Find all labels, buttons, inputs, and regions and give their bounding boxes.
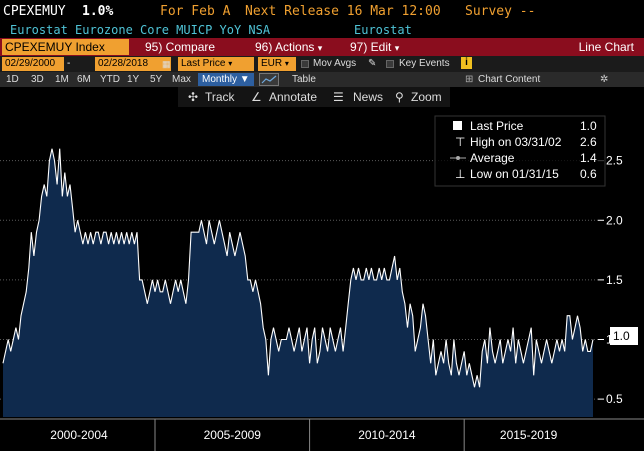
chevron-down-icon: ▾ xyxy=(284,59,289,68)
legend-low-icon: ⊥ xyxy=(455,167,465,181)
annotate-button[interactable]: Annotate xyxy=(269,90,318,104)
legend-average-label: Average xyxy=(470,151,515,165)
chart-tools: ✣ Track ∠ Annotate ☰ News ⚲ Zoom xyxy=(178,87,450,107)
field-selector[interactable]: Last Price ▾ xyxy=(178,57,254,71)
key-events-label: Key Events xyxy=(399,58,450,69)
chevron-down-icon: ▾ xyxy=(317,43,323,53)
tf-max[interactable]: Max xyxy=(172,74,191,85)
legend-high-label: High on 03/31/02 xyxy=(470,135,562,149)
x-period-label: 2015-2019 xyxy=(500,428,558,442)
current-value-label: 1.0 xyxy=(613,329,630,343)
y-tick-label: 2.5 xyxy=(606,154,623,168)
zoom-button[interactable]: Zoom xyxy=(411,90,442,104)
ticker-label: CPEXEMUY xyxy=(3,4,66,19)
period-label: For Feb A xyxy=(160,4,231,19)
date-separator: - xyxy=(67,58,71,69)
x-period-label: 2005-2009 xyxy=(204,428,262,442)
actions-button[interactable]: 96) Actions ▾ xyxy=(255,39,322,55)
annotate-icon: ∠ xyxy=(251,90,262,104)
tf-6m[interactable]: 6M xyxy=(77,74,91,85)
crosshair-icon: ✣ xyxy=(188,90,199,104)
edit-button[interactable]: 97) Edit ▾ xyxy=(350,39,399,55)
edit-label: 97) Edit xyxy=(350,40,392,54)
currency-value: EUR xyxy=(261,58,283,69)
chart-content-button[interactable]: Chart Content xyxy=(478,74,541,85)
legend-average-value: 1.4 xyxy=(580,151,597,165)
security-input[interactable]: CPEXEMUY Index xyxy=(2,39,129,55)
date-controls-row: 02/29/2000 - 02/28/2018 ▦ Last Price ▾ E… xyxy=(0,56,644,72)
legend-high-value: 2.6 xyxy=(580,135,597,149)
function-bar: CPEXEMUY Index 95) Compare 96) Actions ▾… xyxy=(0,38,644,56)
security-header: CPEXEMUY 1.0% For Feb A Next Release 16 … xyxy=(0,0,644,22)
legend-high-icon: ⊤ xyxy=(455,135,465,149)
tf-ytd[interactable]: YTD xyxy=(100,74,120,85)
tf-1m[interactable]: 1M xyxy=(55,74,69,85)
actions-label: 96) Actions xyxy=(255,40,315,54)
y-axis: 0.51.01.52.02.5 xyxy=(598,154,623,406)
zoom-icon: ⚲ xyxy=(395,90,404,104)
key-events-checkbox[interactable] xyxy=(386,60,394,68)
start-date-field[interactable]: 02/29/2000 xyxy=(2,57,64,71)
info-icon[interactable]: i xyxy=(461,57,472,69)
news-icon: ☰ xyxy=(333,90,344,104)
legend-low-value: 0.6 xyxy=(580,167,597,181)
legend-box: Last Price 1.0 ⊤ High on 03/31/02 2.6 Av… xyxy=(434,115,606,187)
field-value: Last Price xyxy=(181,58,226,69)
series-area xyxy=(3,148,593,417)
track-button[interactable]: Track xyxy=(205,90,235,104)
tf-1d[interactable]: 1D xyxy=(6,74,19,85)
series-line xyxy=(2,148,594,388)
end-date-value: 02/28/2018 xyxy=(98,58,149,69)
description-row: Eurostat Eurozone Core MUICP YoY NSA Eur… xyxy=(0,22,644,38)
table-toggle[interactable]: Table xyxy=(292,74,316,85)
legend-last-value: 1.0 xyxy=(580,119,597,133)
news-button[interactable]: News xyxy=(353,90,384,104)
compare-button[interactable]: 95) Compare xyxy=(145,40,216,54)
frequency-selector[interactable]: Monthly ▼ xyxy=(198,73,254,86)
tf-3d[interactable]: 3D xyxy=(31,74,44,85)
chevron-down-icon: ▾ xyxy=(228,59,233,68)
source-label: Eurostat xyxy=(354,23,412,37)
mov-avgs-label: Mov Avgs xyxy=(313,58,357,69)
next-release-label: Next Release 16 Mar 12:00 xyxy=(245,4,441,19)
tf-5y[interactable]: 5Y xyxy=(150,74,163,85)
chart-type-label: Line Chart xyxy=(578,40,634,54)
mov-avgs-checkbox[interactable] xyxy=(301,60,309,68)
x-period-label: 2010-2014 xyxy=(358,428,416,442)
y-tick-label: 0.5 xyxy=(606,392,623,406)
x-period-label: 2000-2004 xyxy=(50,428,108,442)
tf-1y[interactable]: 1Y xyxy=(127,74,140,85)
pencil-icon[interactable]: ✎ xyxy=(368,58,377,69)
line-chart[interactable]: 0.5 1.0 1.5 2.0 2.5 2000-2004 2005-2009 2010-2… xyxy=(0,107,644,451)
y-tick-label: 2.0 xyxy=(606,213,623,227)
x-axis: 2000-2004 2005-2009 2010-2014 2015-2019 xyxy=(0,418,644,451)
calendar-icon[interactable]: ▦ xyxy=(162,59,171,69)
current-value-marker: 1.0 xyxy=(610,327,638,345)
survey-label: Survey -- xyxy=(465,4,536,19)
currency-selector[interactable]: EUR ▾ xyxy=(258,57,296,71)
chevron-down-icon: ▾ xyxy=(394,43,400,53)
chart-content-icon: ⊞ xyxy=(465,74,474,85)
y-tick-label: 1.5 xyxy=(606,273,623,287)
line-chart-icon[interactable] xyxy=(259,73,279,86)
end-date-field[interactable]: 02/28/2018 xyxy=(95,57,171,71)
legend-swatch-last xyxy=(453,121,462,130)
gear-icon[interactable]: ✲ xyxy=(600,74,609,85)
timeframe-row: 1D 3D 1M 6M YTD 1Y 5Y Max Monthly ▼ Tabl… xyxy=(0,72,644,87)
security-description: Eurostat Eurozone Core MUICP YoY NSA xyxy=(10,23,271,37)
legend-low-label: Low on 01/31/15 xyxy=(470,167,559,181)
last-value: 1.0% xyxy=(82,4,114,19)
legend-last-label: Last Price xyxy=(470,119,524,133)
